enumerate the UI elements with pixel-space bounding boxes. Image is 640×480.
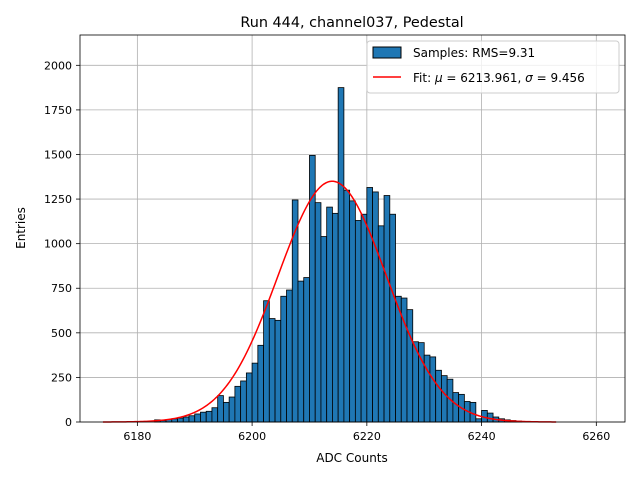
histogram-bar xyxy=(257,344,264,423)
x-axis-label: ADC Counts xyxy=(316,451,388,465)
y-tick-label: 1000 xyxy=(44,238,72,251)
y-axis-ticks: 0 250 500 750 1000 1250 1500 1750 2000 xyxy=(44,59,80,429)
histogram-bar xyxy=(360,213,368,423)
histogram-bar xyxy=(205,410,213,423)
y-tick-label: 2000 xyxy=(44,59,72,72)
legend-fit-mu-value: = 6213.961, xyxy=(443,71,526,85)
y-tick-label: 0 xyxy=(65,416,72,429)
histogram-bar xyxy=(240,380,247,423)
histogram-bar xyxy=(303,277,310,423)
histogram-bar xyxy=(217,395,224,423)
histogram-bar xyxy=(286,289,293,423)
x-tick-label: 6180 xyxy=(123,430,151,443)
histogram-bar xyxy=(263,300,270,423)
histogram-bar xyxy=(406,309,414,423)
legend: Samples: RMS=9.31 Fit: μ = 6213.961, σ =… xyxy=(366,40,620,94)
plot-frame xyxy=(79,34,626,423)
histogram-bar xyxy=(452,392,460,423)
histogram-bar xyxy=(274,319,282,423)
histogram-bar xyxy=(326,206,333,423)
histogram-bar xyxy=(435,369,442,423)
legend-box xyxy=(366,40,620,94)
y-axis-label: Entries xyxy=(14,207,28,249)
histogram-bar xyxy=(309,154,316,423)
histogram-bar xyxy=(343,189,351,423)
histogram-bar xyxy=(223,401,230,423)
gaussian-fit-curve xyxy=(102,180,557,423)
x-tick-label: 6220 xyxy=(353,430,381,443)
histogram-bar xyxy=(441,375,448,423)
histogram-bar xyxy=(314,202,322,423)
legend-swatch-samples xyxy=(372,46,402,59)
histogram-bar xyxy=(395,295,402,423)
y-tick-label: 500 xyxy=(51,327,72,340)
histogram-bar xyxy=(389,213,396,423)
histogram-bar xyxy=(366,187,373,423)
chart-title: Run 444, channel037, Pedestal xyxy=(240,15,463,31)
legend-fit-sigma-symbol: σ xyxy=(525,71,533,85)
histogram-bar xyxy=(320,236,328,423)
histogram-bar xyxy=(182,416,190,423)
y-tick-label: 1750 xyxy=(44,104,72,117)
histogram-bar xyxy=(177,417,184,423)
histogram-bar xyxy=(268,318,276,423)
histogram-bar xyxy=(228,396,236,423)
histogram-bar xyxy=(297,280,305,423)
x-axis-ticks: 6180 6200 6220 6240 6260 xyxy=(123,422,610,443)
histogram-bar xyxy=(354,220,362,423)
legend-fit-prefix: Fit: xyxy=(413,71,435,85)
histogram-bar xyxy=(337,87,345,423)
histogram-bar xyxy=(372,191,379,423)
histogram-bar xyxy=(200,411,207,423)
histogram-bar xyxy=(194,413,201,423)
histogram-bar xyxy=(332,212,339,423)
x-tick-label: 6240 xyxy=(468,430,496,443)
histogram-bar xyxy=(234,385,242,423)
x-tick-label: 6200 xyxy=(238,430,266,443)
histogram-bar xyxy=(251,362,259,423)
y-tick-label: 250 xyxy=(51,371,72,384)
histogram-bar xyxy=(188,415,196,423)
histogram-bar xyxy=(429,356,437,423)
histogram-bar xyxy=(475,418,482,423)
histogram-bar xyxy=(211,407,219,423)
y-tick-label: 1250 xyxy=(44,193,72,206)
legend-fit-mu-symbol: μ xyxy=(434,71,443,85)
legend-label-fit: Fit: μ = 6213.961, σ = 9.456 xyxy=(413,71,585,85)
legend-fit-sigma-value: = 9.456 xyxy=(533,71,585,85)
histogram-bars xyxy=(154,87,523,423)
histogram-bar xyxy=(280,295,287,423)
histogram-bar xyxy=(349,200,356,423)
histogram-bar xyxy=(245,372,253,423)
legend-label-samples: Samples: RMS=9.31 xyxy=(413,46,535,60)
x-tick-label: 6260 xyxy=(582,430,610,443)
y-tick-label: 750 xyxy=(51,282,72,295)
histogram-bar xyxy=(383,195,391,423)
y-tick-label: 1500 xyxy=(44,148,72,161)
